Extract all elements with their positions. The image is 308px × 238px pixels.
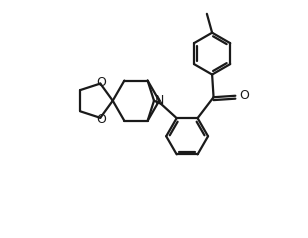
Text: O: O bbox=[239, 89, 249, 102]
Text: O: O bbox=[96, 76, 106, 89]
Text: N: N bbox=[155, 94, 164, 107]
Text: O: O bbox=[96, 113, 106, 126]
